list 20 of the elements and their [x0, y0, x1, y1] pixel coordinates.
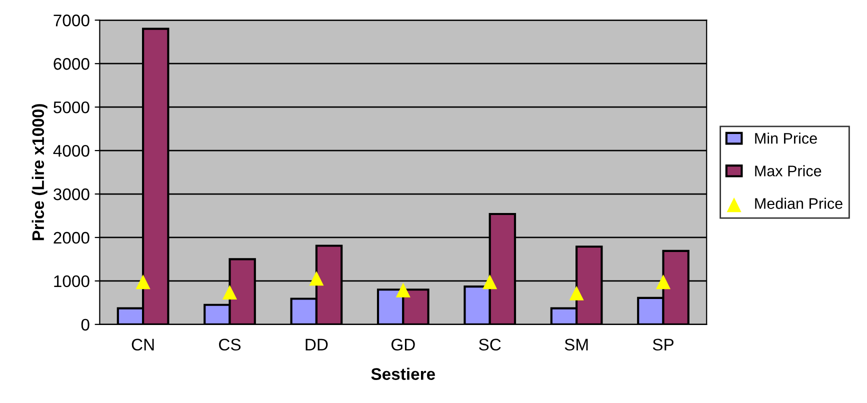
y-tick-label: 4000 — [53, 144, 90, 157]
y-tick-label: 2000 — [54, 232, 90, 244]
y-tick-label: 7000 — [54, 14, 90, 26]
x-tick-label: SM — [564, 338, 588, 351]
legend-label: Median Price — [755, 198, 842, 209]
legend-label: Max Price — [755, 165, 822, 176]
x-axis-title: Sestiere — [371, 368, 436, 380]
y-tick-label: 0 — [81, 318, 90, 331]
legend-label: Min Price — [755, 132, 817, 144]
y-axis-title: Price (Lire x1000) — [32, 104, 48, 240]
y-tick-label: 1000 — [54, 275, 90, 288]
y-tick-label: 5000 — [54, 101, 90, 114]
x-tick-label: GD — [391, 338, 415, 351]
x-tick-label: CN — [132, 338, 154, 351]
x-tick-label: CS — [219, 338, 241, 351]
x-tick-label: DD — [306, 338, 328, 350]
x-tick-label: SP — [652, 338, 674, 351]
y-tick-label: 3000 — [54, 188, 90, 200]
y-tick-label: 6000 — [54, 58, 90, 70]
x-tick-label: SC — [479, 338, 501, 351]
